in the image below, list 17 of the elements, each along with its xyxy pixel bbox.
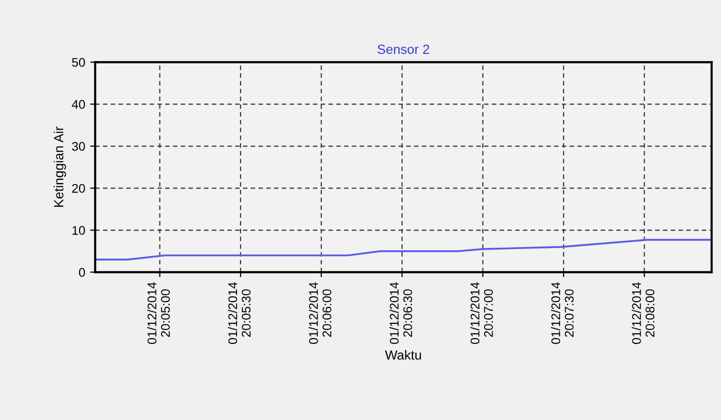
line-series <box>95 238 712 260</box>
y-tick-label: 50 <box>72 58 85 67</box>
x-axis-title: Waktu <box>385 350 421 360</box>
x-tick-label: 01/12/2014 20:05:00 <box>147 282 170 344</box>
x-tick-label: 01/12/2014 20:07:30 <box>551 282 574 344</box>
y-tick-label: 40 <box>72 100 85 109</box>
x-tick-label: 01/12/2014 20:08:00 <box>632 282 654 344</box>
chart-title: Sensor 2 <box>378 44 430 54</box>
x-tick-label: 01/12/2014 20:05:30 <box>228 282 251 344</box>
y-tick-label: 10 <box>72 226 85 235</box>
y-tick-label: 20 <box>72 184 85 193</box>
y-tick-label: 0 <box>78 268 85 277</box>
x-tick-label: 01/12/2014 20:06:00 <box>308 282 332 344</box>
x-tick-label: 01/12/2014 20:07:00 <box>470 282 493 344</box>
y-tick-label: 30 <box>72 142 85 151</box>
x-tick-label: 01/12/2014 20:06:30 <box>389 282 412 344</box>
y-axis-title: Ketinggian Air <box>54 126 66 207</box>
